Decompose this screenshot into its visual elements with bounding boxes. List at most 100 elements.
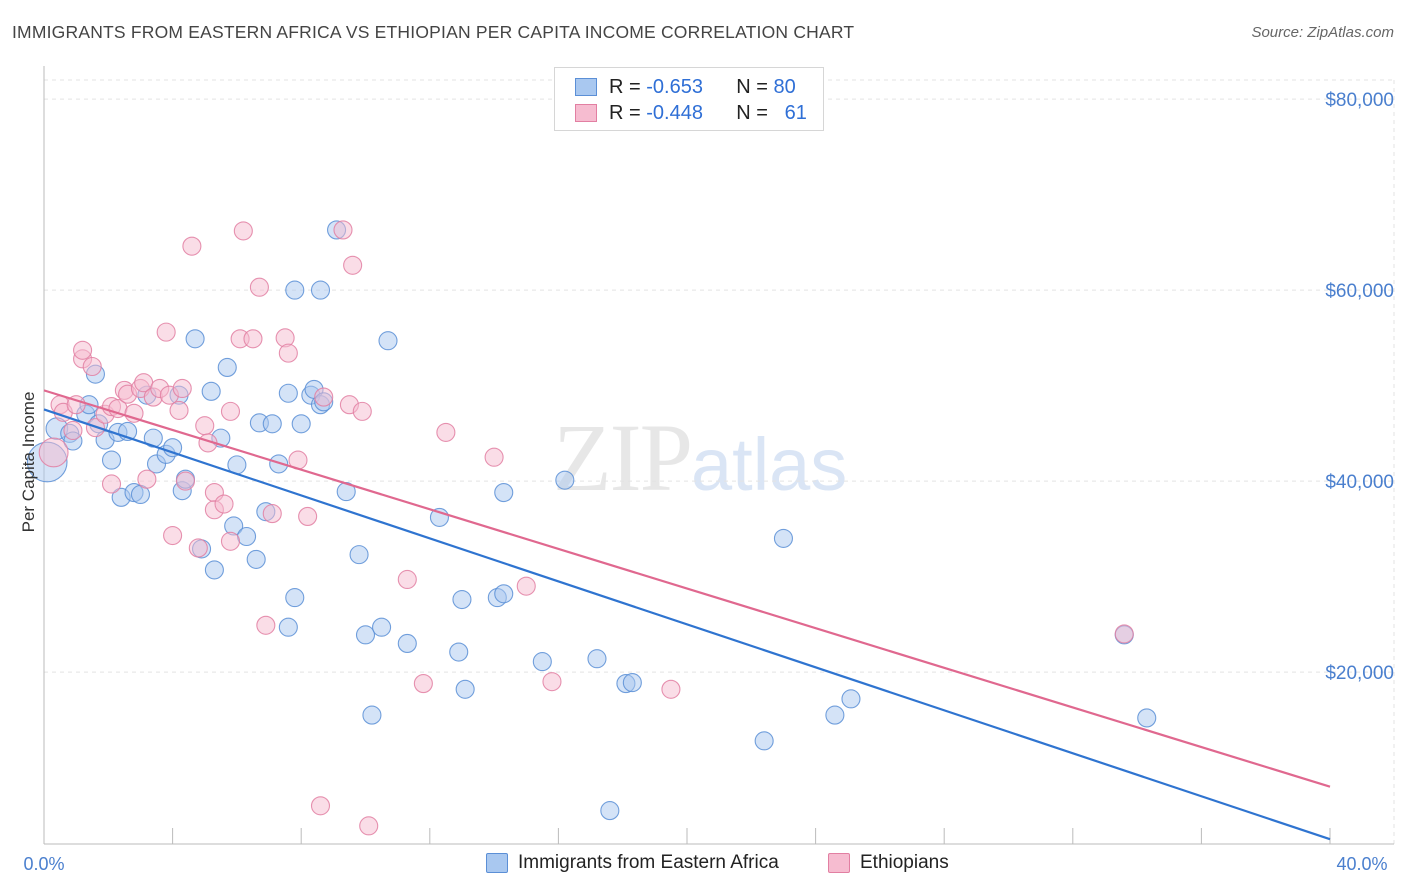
eastern-africa-point <box>278 383 298 403</box>
grid-lines <box>44 79 1395 844</box>
ethiopian-trend-line <box>43 389 1331 788</box>
ethiopian-point <box>542 672 562 692</box>
ethiopian-point <box>314 387 334 407</box>
ethiopian-point <box>661 679 681 699</box>
ethiopian-point <box>163 525 183 546</box>
chart-title: IMMIGRANTS FROM EASTERN AFRICA VS ETHIOP… <box>12 22 855 42</box>
eastern-africa-point <box>269 454 289 474</box>
ethiopian-point <box>278 343 298 363</box>
series-legend-ethiopians: Ethiopians <box>828 852 949 874</box>
eastern-africa-point <box>355 625 376 645</box>
ethiopian-point <box>256 615 276 635</box>
eastern-africa-point <box>378 331 398 351</box>
y-tick-label: $60,000 <box>1325 281 1394 302</box>
watermark: ZIPatlas <box>553 402 847 513</box>
legend-n-label: N = <box>736 101 768 124</box>
eastern-africa-point <box>310 280 331 300</box>
ethiopian-point <box>156 322 176 342</box>
ethiopian-point <box>333 220 353 240</box>
ethiopian-point <box>137 469 157 489</box>
legend-swatch-pink <box>575 104 597 122</box>
ethiopian-point <box>243 329 263 349</box>
ethiopian-point <box>516 576 536 596</box>
ethiopian-point <box>82 356 102 377</box>
ethiopian-point <box>484 447 504 467</box>
eastern-africa-point <box>452 589 472 610</box>
ethiopian-point <box>352 401 372 421</box>
ethiopian-point <box>214 494 234 514</box>
eastern-africa-point <box>455 679 475 699</box>
eastern-africa-point <box>291 414 311 434</box>
eastern-africa-point <box>204 560 224 580</box>
eastern-africa-point <box>622 673 642 693</box>
eastern-africa-point <box>1137 708 1157 728</box>
eastern-africa-point <box>825 705 845 725</box>
watermark-zip: ZIP <box>553 404 693 511</box>
series-legend-label: Ethiopians <box>860 852 949 873</box>
correlation-legend: R = -0.653 N = 80 R = -0.448 N = 61 <box>554 67 824 131</box>
legend-n-label: N = <box>736 75 768 98</box>
eastern-africa-point <box>449 642 469 662</box>
ethiopian-point <box>195 416 215 436</box>
eastern-africa-point <box>362 705 382 725</box>
eastern-africa-point <box>532 652 552 672</box>
legend-r-value: -0.653 <box>646 75 703 98</box>
eastern-africa-point <box>587 649 607 669</box>
ethiopian-point <box>66 395 86 415</box>
eastern-africa-trend-line <box>43 408 1331 841</box>
eastern-africa-point <box>773 528 794 548</box>
ethiopian-point <box>310 796 331 816</box>
ethiopian-point <box>38 437 69 468</box>
legend-row-ethiopians: R = -0.448 N = 61 <box>575 100 807 126</box>
eastern-africa-point <box>246 549 266 569</box>
eastern-africa-point <box>185 329 205 349</box>
eastern-africa-point <box>217 357 237 378</box>
eastern-africa-point <box>754 731 774 751</box>
ethiopian-point <box>359 816 379 836</box>
series-legend-label: Immigrants from Eastern Africa <box>518 852 779 873</box>
chart-source: Source: ZipAtlas.com <box>1251 24 1394 41</box>
series-legend-eastern-africa: Immigrants from Eastern Africa <box>486 852 779 874</box>
eastern-africa-point <box>397 633 417 654</box>
legend-r-label: R = <box>609 101 641 124</box>
watermark-atlas: atlas <box>691 423 848 506</box>
eastern-africa-point <box>841 689 861 709</box>
series-swatch-pink <box>828 853 850 873</box>
ethiopian-point <box>249 277 269 297</box>
eastern-africa-point <box>600 801 620 821</box>
eastern-africa-point <box>236 526 257 547</box>
ethiopian-point <box>220 401 241 421</box>
ethiopian-point <box>188 538 208 558</box>
eastern-africa-point <box>278 617 298 637</box>
eastern-africa-point <box>163 438 183 458</box>
y-axis-label: Per Capita Income <box>19 392 38 533</box>
legend-r-label: R = <box>609 75 641 98</box>
legend-n-value: 61 <box>784 101 807 124</box>
eastern-africa-point <box>555 470 575 490</box>
eastern-africa-point <box>285 588 305 608</box>
eastern-africa-point <box>372 617 392 637</box>
ethiopian-point <box>63 420 83 441</box>
eastern-africa-point <box>201 381 221 401</box>
eastern-africa-point <box>262 414 282 434</box>
ethiopian-point <box>1114 624 1134 644</box>
ethiopian-point <box>233 221 253 241</box>
x-tick-label: 40.0% <box>1336 854 1387 874</box>
series-swatch-blue <box>486 853 508 873</box>
ethiopian-point <box>436 422 456 442</box>
axis-labels: $20,000 $40,000 $60,000 $80,000 0.0% 40.0% Per… <box>19 90 1394 874</box>
y-tick-label: $40,000 <box>1325 472 1394 493</box>
y-tick-label: $20,000 <box>1325 663 1394 684</box>
legend-swatch-blue <box>575 78 597 96</box>
trend-lines <box>43 389 1331 841</box>
y-tick-label: $80,000 <box>1325 90 1394 111</box>
x-tick-label: 0.0% <box>23 854 64 874</box>
ethiopian-point <box>73 340 93 360</box>
ethiopian-point <box>413 674 433 694</box>
ethiopian-point <box>101 474 122 494</box>
ethiopian-point <box>220 531 241 551</box>
eastern-africa-point <box>101 450 122 470</box>
ethiopian-point <box>172 378 192 399</box>
eastern-africa-point <box>494 584 514 604</box>
